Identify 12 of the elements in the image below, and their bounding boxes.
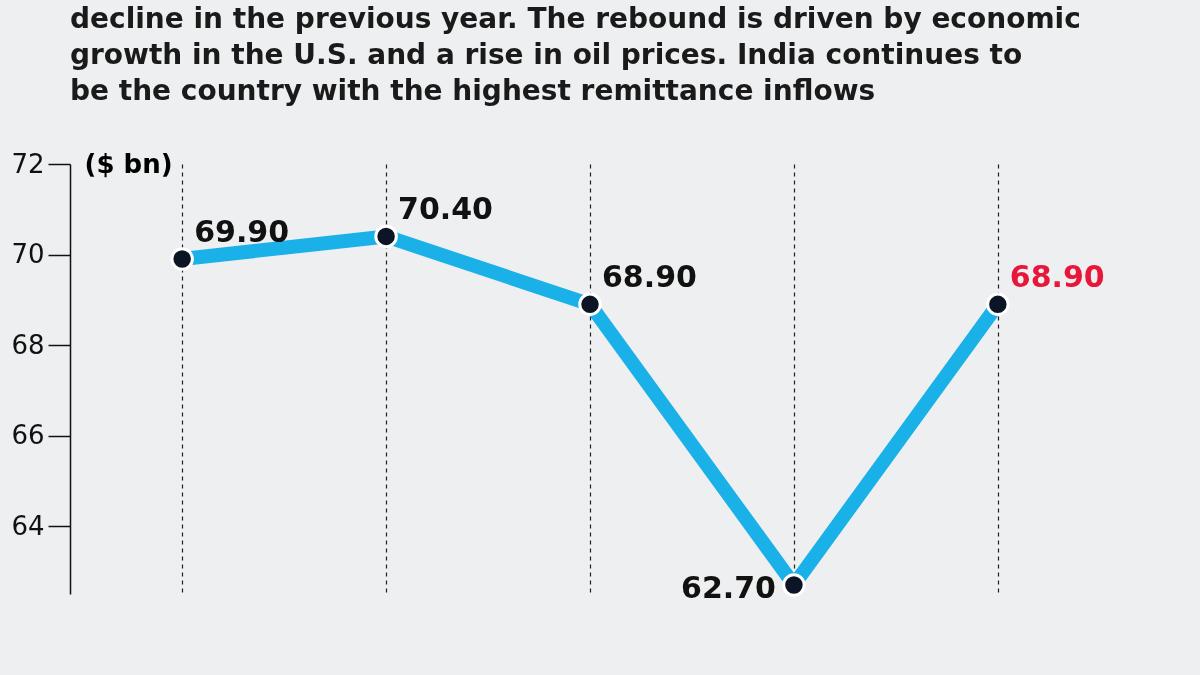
- y-tick-label: 66: [11, 420, 45, 451]
- text: 69.90: [194, 214, 290, 250]
- y-tick-label: 72: [11, 148, 45, 179]
- y-axis-title: ($ bn): [84, 148, 173, 179]
- y-tick-label: 64: [11, 510, 45, 541]
- text: 70.40: [398, 191, 493, 227]
- text: 62.70: [681, 569, 776, 605]
- text: 68.90: [602, 259, 697, 295]
- y-tick-label: 68: [11, 329, 45, 360]
- chart-title: decline in the previous year. The rebound is driven by economic growth in the U.S. and a rise in oil prices. India continues to be the country with the highest remittance inflows: [70, 2, 1081, 107]
- text: 68.90: [1009, 259, 1105, 295]
- y-tick-label: 70: [11, 239, 45, 270]
